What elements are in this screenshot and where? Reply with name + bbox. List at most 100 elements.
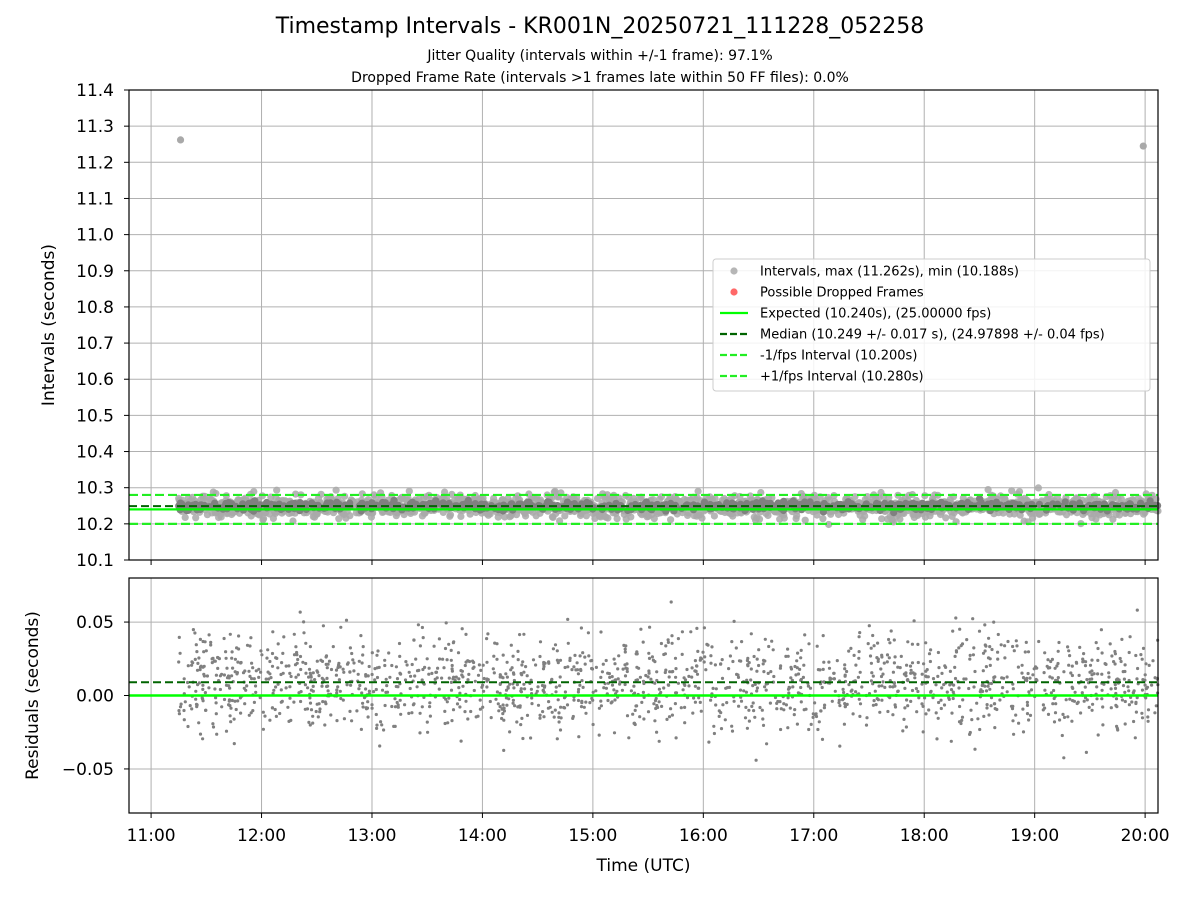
residual-point xyxy=(179,702,183,706)
residual-point xyxy=(1140,657,1144,661)
residual-point xyxy=(1032,667,1036,671)
residual-point xyxy=(745,726,750,730)
residual-point xyxy=(689,630,693,634)
residual-point xyxy=(321,624,325,628)
residual-point xyxy=(749,667,753,671)
residual-point xyxy=(882,661,886,665)
residual-point xyxy=(366,700,370,704)
residual-point xyxy=(443,646,448,651)
residual-point xyxy=(177,660,181,664)
residual-point xyxy=(886,709,890,714)
residual-point xyxy=(676,681,681,685)
residual-point xyxy=(272,688,276,692)
residual-point xyxy=(1135,696,1139,700)
residual-point xyxy=(1085,698,1089,702)
residual-point xyxy=(524,665,528,669)
residual-point xyxy=(361,653,365,657)
residual-point xyxy=(191,628,195,632)
residual-point xyxy=(697,696,701,700)
residual-point xyxy=(1090,658,1094,662)
residual-point xyxy=(869,661,874,665)
residual-point xyxy=(182,677,186,681)
interval-point xyxy=(273,486,281,494)
residual-point xyxy=(1101,723,1105,727)
residual-point xyxy=(230,656,234,660)
residual-point xyxy=(910,642,915,646)
residual-point xyxy=(296,673,300,677)
residual-point xyxy=(384,690,388,695)
residual-point xyxy=(889,629,893,633)
residual-point xyxy=(477,663,481,667)
residual-point xyxy=(622,643,626,648)
residual-point xyxy=(670,634,674,638)
residual-point xyxy=(1094,641,1098,645)
residual-point xyxy=(498,705,502,709)
residual-point xyxy=(845,669,849,674)
residual-point xyxy=(336,685,340,689)
residual-point xyxy=(1017,721,1021,725)
residual-point xyxy=(880,655,884,659)
residual-point xyxy=(364,687,368,691)
residual-point xyxy=(313,678,317,682)
interval-point xyxy=(878,515,886,523)
residual-point xyxy=(339,696,343,701)
residual-point xyxy=(852,653,856,658)
interval-point xyxy=(1008,487,1016,495)
residual-point xyxy=(920,682,924,686)
residual-point xyxy=(485,685,489,689)
residual-point xyxy=(1027,718,1031,722)
residual-point xyxy=(1023,678,1027,682)
residual-point xyxy=(1016,665,1021,669)
residual-point xyxy=(732,699,736,703)
residual-point xyxy=(992,675,996,680)
residual-point xyxy=(973,669,977,674)
residual-point xyxy=(420,705,424,709)
residual-point xyxy=(795,659,799,663)
residual-point xyxy=(456,651,461,655)
residual-point xyxy=(375,653,379,657)
residual-point xyxy=(891,670,896,674)
residual-point xyxy=(558,684,562,688)
residual-point xyxy=(1123,722,1127,726)
residual-point xyxy=(311,684,315,689)
residual-point xyxy=(870,671,874,675)
residual-point xyxy=(892,681,896,685)
residual-point xyxy=(1113,683,1117,687)
residual-point xyxy=(271,630,275,634)
residual-point xyxy=(395,677,400,681)
residual-point xyxy=(472,688,476,693)
residual-point xyxy=(444,697,448,701)
interval-point xyxy=(466,510,474,518)
legend-label: Possible Dropped Frames xyxy=(760,286,924,301)
residual-point xyxy=(768,701,773,705)
residual-point xyxy=(504,688,509,692)
residual-point xyxy=(1123,690,1127,695)
residual-point xyxy=(795,666,799,670)
residual-point xyxy=(1099,628,1103,632)
residual-point xyxy=(751,701,755,705)
interval-point xyxy=(378,498,387,507)
residual-point xyxy=(904,671,908,675)
residual-point xyxy=(993,726,997,730)
residual-point xyxy=(869,679,874,683)
residual-point xyxy=(786,654,790,658)
residual-point xyxy=(372,690,376,694)
x-tick-label: 11:00 xyxy=(127,826,176,846)
residual-point xyxy=(610,683,615,687)
residual-point xyxy=(202,664,206,668)
residual-point xyxy=(512,686,516,690)
residual-point xyxy=(466,659,470,663)
residual-point xyxy=(696,649,700,654)
residual-point xyxy=(233,670,237,674)
interval-point xyxy=(984,486,992,494)
interval-point xyxy=(604,514,612,522)
residual-point xyxy=(992,702,997,706)
residual-point xyxy=(749,632,753,636)
residual-point xyxy=(394,665,398,669)
chart-title: Timestamp Intervals - KR001N_20250721_11… xyxy=(275,14,925,39)
residual-point xyxy=(1071,686,1075,691)
residual-point xyxy=(691,711,695,715)
residual-point xyxy=(674,736,678,740)
residual-point xyxy=(273,707,277,712)
residual-point xyxy=(421,636,425,640)
